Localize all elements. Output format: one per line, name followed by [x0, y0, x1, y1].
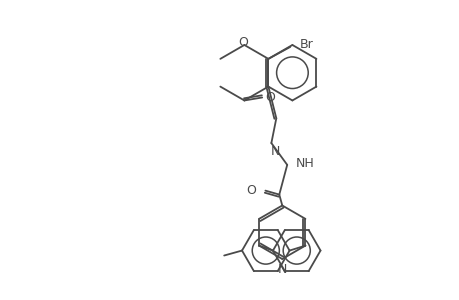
- Text: Br: Br: [299, 38, 313, 52]
- Text: O: O: [246, 184, 256, 197]
- Text: N: N: [270, 146, 280, 158]
- Text: O: O: [265, 91, 274, 104]
- Text: N: N: [277, 263, 286, 276]
- Text: O: O: [238, 35, 248, 49]
- Text: NH: NH: [296, 158, 314, 170]
